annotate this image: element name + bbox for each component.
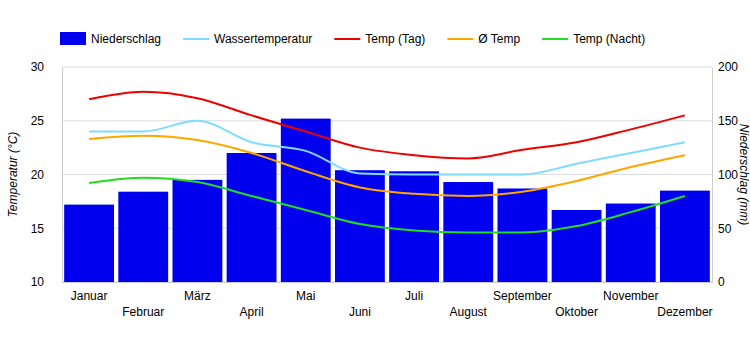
line <box>89 178 685 233</box>
x-tick: Januar <box>71 282 108 303</box>
bar <box>389 171 439 282</box>
y2-axis-title: Niederschlag (mm) <box>737 124 750 225</box>
bar <box>498 188 548 282</box>
x-tick: April <box>240 282 264 319</box>
legend: Niederschlag Wassertemperatur Temp (Tag) Ø … <box>60 32 645 46</box>
x-tick-label: August <box>450 305 488 319</box>
grid-line <box>62 120 712 121</box>
y-tick-label: 20 <box>31 168 45 182</box>
x-axis: Januar Februar März April Mai Juni Juli August S… <box>63 282 713 319</box>
y-tick-label: 25 <box>31 114 45 128</box>
bar <box>227 153 277 282</box>
x-tick-label: Juni <box>349 305 371 319</box>
y2-tick: 0 <box>712 275 725 289</box>
chart: Januar Februar März April Mai Juni Juli August S… <box>0 0 750 350</box>
x-tick-label: Dezember <box>657 305 712 319</box>
y-tick: 30 <box>31 60 62 74</box>
y-tick: 10 <box>31 275 62 289</box>
legend-label: Wassertemperatur <box>214 32 312 46</box>
bar <box>552 210 602 282</box>
legend-item: Temp (Nacht) <box>542 32 645 46</box>
legend-label: Temp (Nacht) <box>573 32 645 46</box>
y-tick-label: 10 <box>31 275 45 289</box>
legend-swatch <box>183 38 209 40</box>
legend-swatch <box>447 38 473 40</box>
y2-tick-label: 50 <box>718 222 732 236</box>
y2-tick-label: 0 <box>718 275 725 289</box>
x-tick: November <box>603 282 658 303</box>
legend-label: Temp (Tag) <box>365 32 425 46</box>
y-tick: 25 <box>31 114 62 128</box>
legend-label: Ø Temp <box>478 32 520 46</box>
legend-swatch <box>334 38 360 40</box>
x-tick-label: April <box>240 305 264 319</box>
y2-tick: 100 <box>712 168 738 182</box>
y-tick-label: 15 <box>31 222 45 236</box>
x-tick-label: Juli <box>405 289 423 303</box>
bar <box>660 191 710 282</box>
legend-label: Niederschlag <box>91 32 161 46</box>
axis-line <box>63 282 713 283</box>
legend-swatch <box>60 32 86 45</box>
legend-item: Temp (Tag) <box>334 32 425 46</box>
bar <box>173 180 223 282</box>
legend-swatch <box>542 38 568 40</box>
y-axis-title: Temperatur (°C) <box>6 132 20 218</box>
x-tick: Oktober <box>555 282 598 319</box>
bar <box>64 205 114 282</box>
legend-item: Niederschlag <box>60 32 161 46</box>
y2-tick-label: 100 <box>718 168 738 182</box>
x-tick: August <box>450 282 488 319</box>
y2-axis: 0 50 100 150 200 <box>712 60 738 289</box>
bar <box>606 204 656 282</box>
y-tick: 15 <box>31 222 62 236</box>
x-tick: März <box>184 282 211 303</box>
y-tick: 20 <box>31 168 62 182</box>
line <box>89 136 685 196</box>
y-axis: 10 15 20 25 30 <box>31 60 63 289</box>
line <box>89 92 685 159</box>
y2-tick: 150 <box>712 114 738 128</box>
x-tick-label: Mai <box>296 289 315 303</box>
y2-tick-label: 200 <box>718 60 738 74</box>
x-tick-label: Januar <box>71 289 108 303</box>
axis-line <box>712 68 713 283</box>
x-tick: Februar <box>122 282 164 319</box>
legend-item: Ø Temp <box>447 32 520 46</box>
grid-line <box>62 67 712 68</box>
y2-tick: 200 <box>712 60 738 74</box>
line <box>89 121 685 175</box>
legend-item: Wassertemperatur <box>183 32 312 46</box>
plot-area: Januar Februar März April Mai Juni Juli August S… <box>31 60 739 318</box>
y2-tick-label: 150 <box>718 114 738 128</box>
x-tick: Juli <box>405 282 423 303</box>
grid <box>62 67 712 282</box>
x-tick-label: September <box>493 289 552 303</box>
axis-line <box>62 68 63 283</box>
y2-tick: 50 <box>712 222 732 236</box>
x-tick: September <box>493 282 552 303</box>
x-tick: Mai <box>296 282 315 303</box>
marks <box>64 92 710 282</box>
x-tick-label: Februar <box>122 305 164 319</box>
x-tick: Juni <box>349 282 371 319</box>
x-tick: Dezember <box>657 282 712 319</box>
y-tick-label: 30 <box>31 60 45 74</box>
bar <box>281 119 331 282</box>
x-tick-label: November <box>603 289 658 303</box>
x-tick-label: März <box>184 289 211 303</box>
x-tick-label: Oktober <box>555 305 598 319</box>
bar <box>118 192 168 282</box>
